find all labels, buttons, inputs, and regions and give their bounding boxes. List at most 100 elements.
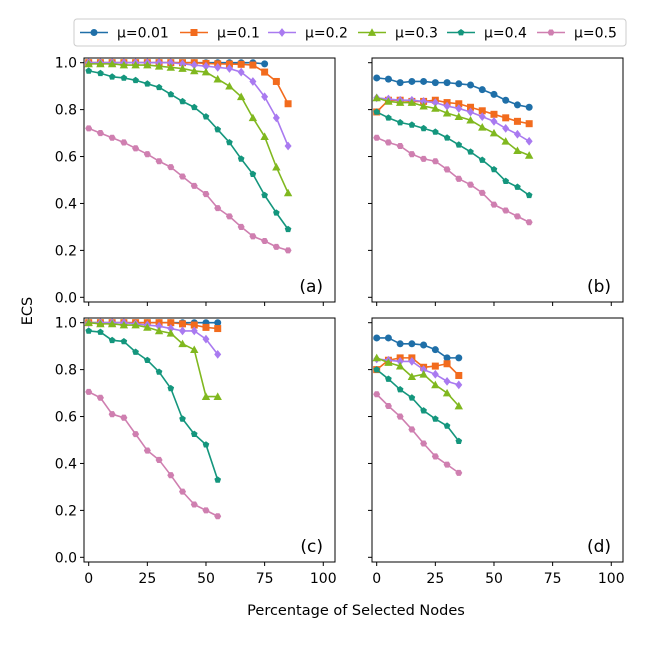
data-point [385,114,392,121]
data-point [432,128,439,135]
data-point [120,337,128,345]
data-point [85,67,93,74]
data-point [107,59,117,68]
data-point [396,413,404,420]
panels: 0.0 0.2 0.4 0.6 0.8 1.0 (a) (b) 0.0 0.2 0.4 0.6 0.8 1… [55,56,625,587]
data-point [408,77,416,85]
data-point [395,98,405,106]
data-point [108,411,116,418]
data-point [455,80,463,88]
data-point [249,233,257,240]
series-mu-0-4 [85,67,292,233]
data-point [155,321,163,331]
data-point [214,476,222,483]
data-point [490,90,498,98]
data-point [420,341,428,349]
y-axis-label: ECS [20,297,36,326]
data-point [490,165,498,173]
data-point [167,319,175,327]
data-point [119,320,129,329]
legend-entry-mu-0-01: μ=0.01 [80,26,169,42]
series-mu-0-4 [373,108,533,199]
data-point [408,121,416,128]
data-point [132,431,140,438]
data-point [467,103,475,111]
data-point [225,60,233,68]
data-point [431,158,439,165]
panel-label: (b) [587,277,611,297]
data-point [455,380,463,390]
data-point [420,77,428,85]
data-point [179,326,187,336]
data-point [154,326,164,335]
data-point [373,74,381,82]
data-point [489,128,499,137]
data-point [396,357,404,366]
data-point [249,77,257,86]
data-point [167,164,175,171]
data-point [236,92,246,101]
data-point [214,513,222,520]
y-tick-label: 0.2 [55,243,77,259]
data-point [166,63,175,71]
data-point [237,155,245,162]
panel-a-frame [83,57,336,303]
data-point [85,327,93,334]
data-point [214,325,222,333]
data-point [467,107,475,117]
data-point [202,61,210,71]
data-point [132,145,140,152]
data-point [190,60,198,70]
data-point [261,191,268,199]
series-mu-0-1 [85,59,292,108]
data-point [214,349,222,359]
data-point [284,225,292,233]
data-point [443,354,451,362]
data-point [167,58,175,68]
legend-label: μ=0.2 [305,26,348,42]
legend-entry-mu-0-5: μ=0.5 [537,26,617,42]
data-point [384,139,392,146]
data-point [420,407,427,414]
data-point [202,334,210,344]
legend-label: μ=0.1 [217,26,260,42]
data-point [408,357,416,366]
data-point [272,162,281,171]
data-point [443,376,451,386]
data-point [155,158,163,165]
series-mu-0-5 [85,388,222,520]
data-point [455,100,463,108]
series-line-mu-0-5 [88,391,219,517]
panel-b-frame [371,57,624,303]
data-point [372,353,381,362]
data-point [96,130,104,137]
data-point [260,132,269,140]
data-point [120,74,128,81]
y-tick-label: 1.0 [55,56,77,72]
y-tick-label: 0.4 [55,196,77,212]
data-point [143,151,151,158]
data-point [502,207,510,214]
data-point [214,319,222,327]
data-point [373,134,381,141]
data-point [132,348,139,355]
data-point [455,354,463,362]
data-point [178,64,187,72]
panel-d: 0 25 50 75 100 (d) [368,317,625,587]
data-point [201,392,211,400]
y-tick-label: 0.4 [55,456,77,472]
data-point [214,126,222,133]
data-point [107,319,117,328]
data-point [261,92,269,102]
x-tick-label: 25 [426,571,444,587]
data-point [179,59,187,69]
data-point [443,360,451,368]
data-point [431,104,440,112]
data-point [154,62,164,70]
data-point [85,388,93,395]
data-point [202,507,210,514]
series-mu-0-5 [85,125,292,254]
series-mu-0-5 [373,391,463,476]
